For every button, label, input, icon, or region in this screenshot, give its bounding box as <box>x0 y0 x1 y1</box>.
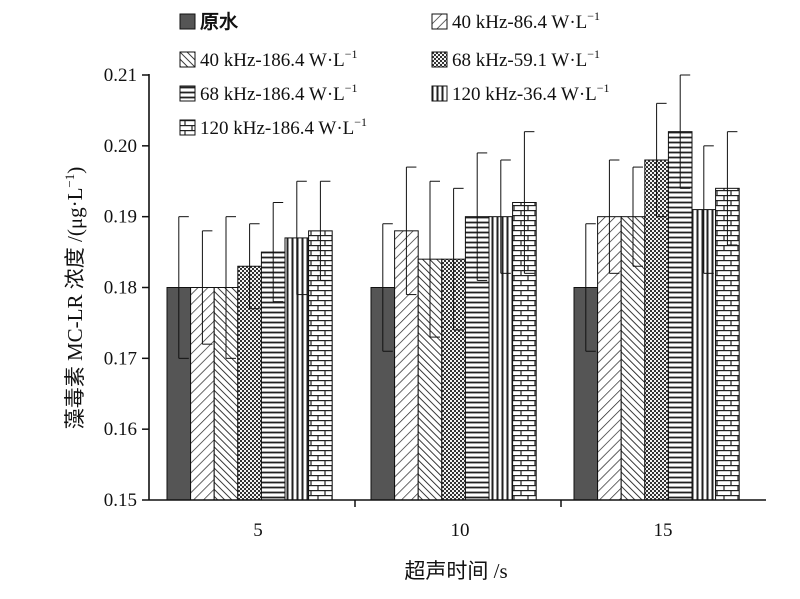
error-bar-s3-c0 <box>249 223 260 310</box>
error-bar-s0-c2 <box>585 223 596 352</box>
legend-label-3: 68 kHz-59.1 W·L−1 <box>452 47 600 71</box>
error-bar-s5-c1 <box>500 159 511 274</box>
legend: 原水 40 kHz-86.4 W·L−1 40 kHz-186.4 W·L−1 68 … <box>179 9 610 139</box>
y-tick-label-5: 0.20 <box>104 136 137 157</box>
x-tick-label-0: 5 <box>253 520 263 541</box>
legend-swatch-2 <box>179 51 196 68</box>
error-bar-s4-c2 <box>679 74 691 189</box>
error-bar-s2-c2 <box>632 166 643 267</box>
error-bar-s0-c1 <box>382 223 393 352</box>
legend-label-5: 120 kHz-36.4 W·L−1 <box>452 81 610 105</box>
legend-item-2: 40 kHz-186.4 W·L−1 <box>179 47 358 71</box>
x-tick-label-1: 10 <box>451 520 470 541</box>
y-tick-label-1: 0.16 <box>104 419 137 440</box>
legend-label-2: 40 kHz-186.4 W·L−1 <box>200 47 358 71</box>
legend-item-1: 40 kHz-86.4 W·L−1 <box>431 9 600 33</box>
legend-item-6: 120 kHz-186.4 W·L−1 <box>179 115 367 139</box>
error-bar-s5-c0 <box>296 180 307 296</box>
x-tick-label-2: 15 <box>654 520 673 541</box>
legend-swatch-6 <box>179 119 196 136</box>
y-tick-label-3: 0.18 <box>104 278 137 299</box>
error-bar-s1-c0 <box>201 230 213 345</box>
legend-swatch-3 <box>431 51 448 68</box>
y-axis-title: 藻毒素 MC-LR 浓度 /(μg·L−1) <box>62 167 87 430</box>
y-tick-label-6: 0.21 <box>104 65 137 86</box>
legend-item-4: 68 kHz-186.4 W·L−1 <box>179 81 358 105</box>
error-bar-s6-c0 <box>319 180 331 281</box>
legend-item-3: 68 kHz-59.1 W·L−1 <box>431 47 600 71</box>
error-bar-s1-c2 <box>608 159 620 274</box>
legend-swatch-1 <box>431 13 448 30</box>
legend-swatch-0 <box>179 13 196 30</box>
legend-label-1: 40 kHz-86.4 W·L−1 <box>452 9 600 33</box>
error-bar-s0-c0 <box>178 216 189 359</box>
legend-swatch-4 <box>179 85 196 102</box>
y-axis-title-end: ) <box>63 167 87 174</box>
x-axis-title: 超声时间 /s <box>404 559 507 583</box>
error-bar-s4-c0 <box>272 202 284 303</box>
plot-area: 0.15 0.16 0.17 0.18 0.19 0.20 0.21 5 10 15 <box>104 65 766 541</box>
legend-label-0: 原水 <box>200 11 239 33</box>
error-bar-s5-c2 <box>703 145 714 274</box>
error-bar-s3-c1 <box>453 187 464 331</box>
y-tick-label-4: 0.19 <box>104 207 137 228</box>
y-axis-title-sup: −1 <box>62 174 77 188</box>
error-bar-s6-c1 <box>523 131 535 274</box>
error-bar-s3-c2 <box>656 102 667 218</box>
error-bar-s6-c2 <box>726 131 738 246</box>
y-axis-title-main: 藻毒素 MC-LR 浓度 /(μg·L <box>63 188 87 430</box>
legend-label-4: 68 kHz-186.4 W·L−1 <box>200 81 358 105</box>
error-bar-s4-c1 <box>476 152 488 281</box>
error-bar-s2-c1 <box>429 180 440 338</box>
legend-item-0: 原水 <box>179 11 239 33</box>
y-tick-label-0: 0.15 <box>104 490 137 511</box>
legend-item-5: 120 kHz-36.4 W·L−1 <box>431 81 610 105</box>
legend-label-6: 120 kHz-186.4 W·L−1 <box>200 115 367 139</box>
y-tick-label-2: 0.17 <box>104 348 137 369</box>
error-bar-s2-c0 <box>225 216 236 359</box>
legend-swatch-5 <box>431 85 448 102</box>
error-bar-s1-c1 <box>405 166 417 296</box>
